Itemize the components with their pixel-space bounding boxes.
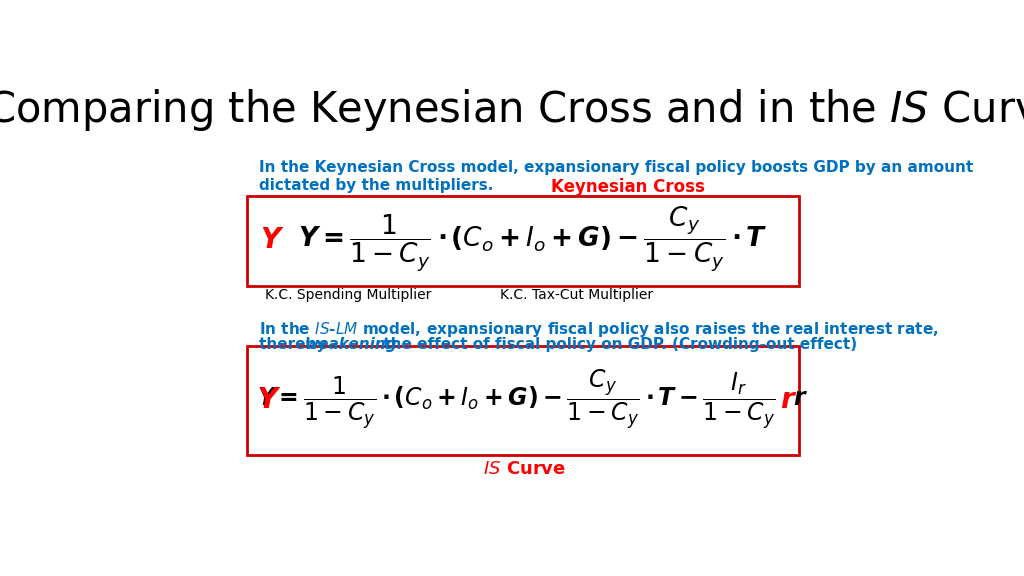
Text: K.C. Tax-Cut Multiplier: K.C. Tax-Cut Multiplier — [500, 288, 653, 302]
Text: dictated by the multipliers.: dictated by the multipliers. — [259, 178, 494, 193]
Text: thereby: thereby — [259, 338, 332, 353]
FancyBboxPatch shape — [247, 346, 799, 455]
Text: $\boldsymbol{Y = \dfrac{1}{1 - C_y} \cdot (C_o + I_o + G) - \dfrac{C_y}{1 - C_y}: $\boldsymbol{Y = \dfrac{1}{1 - C_y} \cdo… — [257, 367, 808, 431]
Text: In the $\it{IS}$-$\it{LM}$ model, expansionary fiscal policy also raises the rea: In the $\it{IS}$-$\it{LM}$ model, expans… — [259, 320, 938, 339]
Text: the effect of fiscal policy on GDP. (Crowding-out effect): the effect of fiscal policy on GDP. (Cro… — [378, 338, 857, 353]
Text: $\it{IS}$ Curve: $\it{IS}$ Curve — [483, 460, 566, 478]
Text: $\boldsymbol{r}$: $\boldsymbol{r}$ — [779, 385, 797, 414]
Text: $\boldsymbol{Y}$: $\boldsymbol{Y}$ — [260, 226, 285, 254]
Text: In the Keynesian Cross model, expansionary fiscal policy boosts GDP by an amount: In the Keynesian Cross model, expansiona… — [259, 160, 973, 175]
FancyBboxPatch shape — [247, 195, 799, 286]
Text: $\boldsymbol{Y}$: $\boldsymbol{Y}$ — [257, 385, 282, 414]
Text: weakening: weakening — [304, 338, 397, 353]
Text: K.C. Spending Multiplier: K.C. Spending Multiplier — [265, 288, 432, 302]
Text: Comparing the Keynesian Cross and in the $\it{IS}$ Curve: Comparing the Keynesian Cross and in the… — [0, 87, 1024, 133]
Text: $\boldsymbol{Y = \dfrac{1}{1 - C_y} \cdot (C_o + I_o + G) - \dfrac{C_y}{1 - C_y}: $\boldsymbol{Y = \dfrac{1}{1 - C_y} \cdo… — [298, 205, 767, 275]
Text: Keynesian Cross: Keynesian Cross — [551, 177, 705, 195]
